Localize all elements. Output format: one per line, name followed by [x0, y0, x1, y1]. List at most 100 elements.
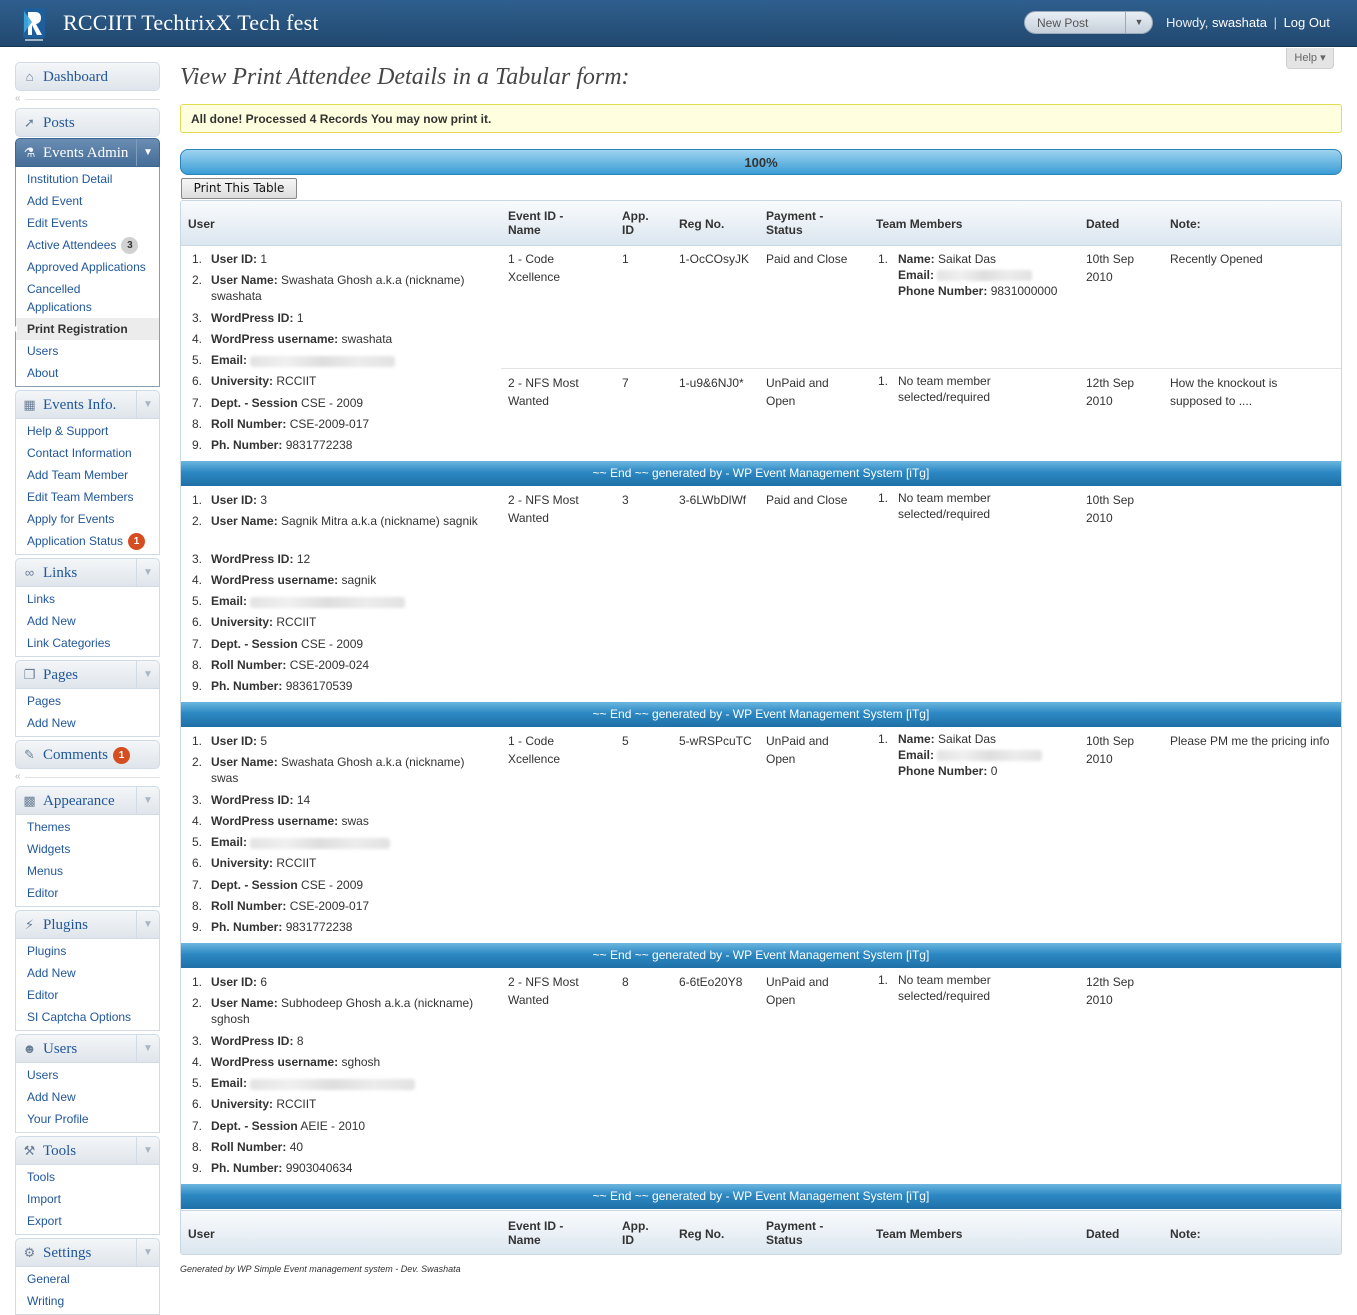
menu-label: Appearance [43, 793, 115, 809]
row-divider [501, 368, 1341, 369]
username-link[interactable]: swashata [1212, 15, 1267, 30]
sidebar-item-menus[interactable]: Menus [27, 864, 64, 878]
sidebar-item-all-users[interactable]: Users [27, 1068, 59, 1082]
reg-no: 5-wRSPcuTC [679, 734, 752, 748]
menu-plugins[interactable]: ⚡ Plugins ▼ [15, 910, 160, 939]
sidebar-item-your-profile[interactable]: Your Profile [27, 1112, 89, 1126]
help-tab[interactable]: Help ▾ [1286, 48, 1334, 69]
chevron-down-icon[interactable]: ▼ [136, 787, 159, 814]
menu-events-info[interactable]: ▦ Events Info. ▼ [15, 390, 160, 419]
sidebar-item-plugin-editor[interactable]: Editor [27, 988, 59, 1002]
sidebar-item-add-new-link[interactable]: Add New [27, 614, 76, 628]
links-submenu: Links Add New Link Categories [15, 587, 160, 657]
sidebar-item-tools[interactable]: Tools [27, 1170, 56, 1184]
users-submenu: Users Add New Your Profile [15, 1063, 160, 1133]
settings-submenu: General Writing [15, 1267, 160, 1315]
menu-settings[interactable]: ⚙ Settings ▼ [15, 1238, 160, 1267]
chevron-down-icon[interactable]: ▼ [136, 559, 159, 586]
sidebar-item-import[interactable]: Import [27, 1192, 62, 1206]
favorite-actions[interactable]: New Post ▼ [1024, 11, 1153, 34]
chevron-down-icon[interactable]: ▼ [1125, 12, 1152, 33]
menu-separator[interactable]: « [15, 769, 160, 786]
menu-pages[interactable]: ❐ Pages ▼ [15, 660, 160, 689]
sidebar-item-application-status[interactable]: Application Status 1 [16, 530, 159, 552]
sidebar-item-themes[interactable]: Themes [27, 820, 71, 834]
site-title[interactable]: RCCIIT TechtrixX Tech fest [63, 10, 319, 35]
user-detail: 6. University: RCCIIT [192, 615, 317, 630]
sidebar-item-about[interactable]: About [27, 366, 59, 380]
menu-comments[interactable]: ✎ Comments 1 [15, 740, 160, 769]
payment-status: UnPaid and Open [766, 376, 829, 408]
menu-tools[interactable]: ⚒ Tools ▼ [15, 1136, 160, 1165]
sidebar-item-apply-for-events[interactable]: Apply for Events [27, 512, 115, 526]
sidebar-item-help-support[interactable]: Help & Support [27, 424, 109, 438]
menu-links[interactable]: ∞ Links ▼ [15, 558, 160, 587]
sidebar-item-add-new-page[interactable]: Add New [27, 716, 76, 730]
sidebar-item-si-captcha-options[interactable]: SI Captcha Options [27, 1010, 132, 1024]
sidebar-item-edit-team-members[interactable]: Edit Team Members [27, 490, 134, 504]
sidebar-item-widgets[interactable]: Widgets [27, 842, 71, 856]
user-detail: 1. User ID: 3 [192, 493, 268, 507]
column-header-payment: Payment - Status [766, 209, 824, 237]
chevron-down-icon[interactable]: ▼ [136, 661, 159, 688]
collapse-arrow-icon[interactable]: « [15, 93, 21, 104]
sidebar-item-add-new-user[interactable]: Add New [27, 1090, 76, 1104]
plugins-submenu: Plugins Add New Editor SI Captcha Option… [15, 939, 160, 1031]
app-id: 7 [622, 376, 629, 390]
sidebar-item-active-attendees[interactable]: Active Attendees 3 [16, 234, 159, 256]
menu-events-admin[interactable]: ⚗ Events Admin ▼ [15, 138, 160, 167]
sidebar-item-add-new-plugin[interactable]: Add New [27, 966, 76, 980]
chevron-down-icon[interactable]: ▼ [136, 1137, 159, 1164]
users-icon: ☻ [22, 1041, 37, 1056]
appearance-submenu: Themes Widgets Menus Editor [15, 815, 160, 907]
app-id: 8 [622, 975, 629, 989]
sidebar-item-add-event[interactable]: Add Event [27, 194, 83, 208]
comments-label: Comments [43, 747, 109, 763]
reg-no: 6-6tEo20Y8 [679, 975, 743, 989]
user-detail: 9. Ph. Number: 9903040634 [192, 1161, 353, 1176]
menu-posts[interactable]: ➚ Posts [15, 108, 160, 137]
column-header-app-id: App. ID [622, 209, 649, 237]
menu-dashboard[interactable]: ⌂ Dashboard [15, 62, 160, 91]
sidebar-item-approved-applications[interactable]: Approved Applications [27, 260, 146, 274]
sidebar-item-edit-events[interactable]: Edit Events [27, 216, 88, 230]
menu-users[interactable]: ☻ Users ▼ [15, 1034, 160, 1063]
print-table-button[interactable]: Print This Table [181, 178, 297, 199]
column-header-event: Event ID - Name [508, 1219, 564, 1247]
chevron-down-icon[interactable]: ▼ [136, 139, 159, 166]
sidebar-item-general[interactable]: General [27, 1272, 70, 1286]
chevron-down-icon[interactable]: ▼ [136, 911, 159, 938]
sidebar-item-writing[interactable]: Writing [27, 1294, 65, 1308]
collapse-arrow-icon[interactable]: « [15, 771, 21, 782]
site-logo-icon[interactable] [22, 8, 46, 42]
sidebar-item-links[interactable]: Links [27, 592, 56, 606]
column-header-reg-no: Reg No. [679, 1227, 725, 1241]
sidebar-item-users[interactable]: Users [27, 344, 59, 358]
sidebar-item-export[interactable]: Export [27, 1214, 62, 1228]
sidebar-item-contact-information[interactable]: Contact Information [27, 446, 132, 460]
comment-icon: ✎ [24, 747, 35, 762]
logout-link[interactable]: Log Out [1283, 15, 1330, 30]
menu-label: Posts [43, 115, 75, 131]
sidebar-item-institution-detail[interactable]: Institution Detail [27, 172, 113, 186]
sidebar-item-print-registration[interactable]: Print Registration [13, 318, 159, 340]
user-detail: 3. WordPress ID: 12 [192, 551, 311, 566]
sidebar-item-plugins[interactable]: Plugins [27, 944, 67, 958]
chevron-down-icon[interactable]: ▼ [136, 1239, 159, 1266]
sidebar-item-add-team-member[interactable]: Add Team Member [27, 468, 129, 482]
user-detail: 6. University: RCCIIT [192, 1097, 317, 1112]
column-header-note: Note: [1170, 1227, 1201, 1241]
footer-note: Generated by WP Simple Event management … [180, 1264, 461, 1274]
chevron-down-icon[interactable]: ▼ [136, 391, 159, 418]
user-detail: 1. User ID: 5 [192, 734, 268, 748]
chevron-down-icon[interactable]: ▼ [136, 1035, 159, 1062]
event-name: 2 - NFS Most Wanted [508, 975, 579, 1007]
column-header-team: Team Members [876, 217, 963, 231]
sidebar-item-link-categories[interactable]: Link Categories [27, 636, 111, 650]
menu-appearance[interactable]: ▩ Appearance ▼ [15, 786, 160, 815]
sidebar-item-cancelled-applications[interactable]: Cancelled Applications [27, 282, 92, 314]
new-post-action[interactable]: New Post [1037, 16, 1089, 30]
menu-separator[interactable]: « [15, 91, 160, 108]
sidebar-item-pages[interactable]: Pages [27, 694, 62, 708]
sidebar-item-theme-editor[interactable]: Editor [27, 886, 59, 900]
